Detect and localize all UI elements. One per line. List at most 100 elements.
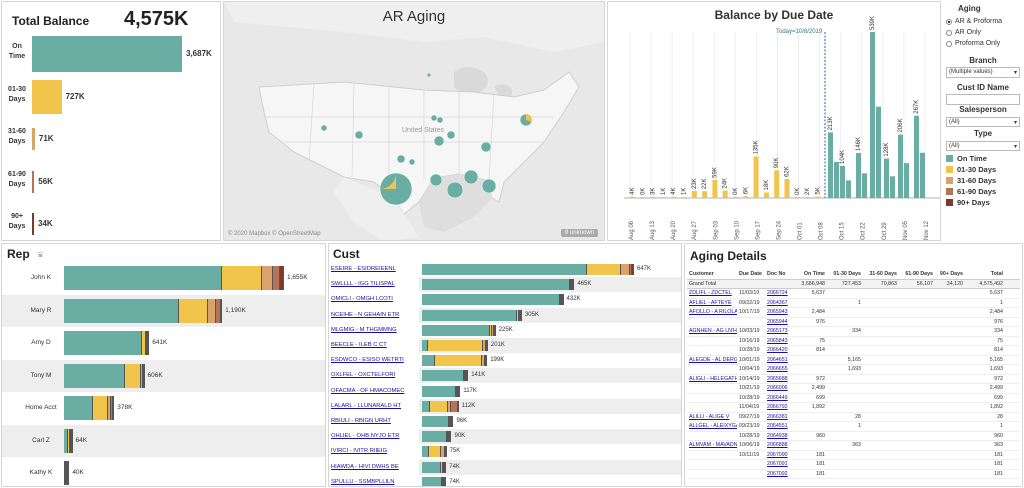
due-date-bar[interactable]	[784, 178, 790, 198]
stacked-bar[interactable]	[64, 428, 73, 453]
due-date-bar[interactable]	[733, 197, 738, 198]
due-date-bar[interactable]	[920, 152, 925, 198]
branch-dropdown[interactable]: (Multiple values) ▾	[946, 67, 1020, 78]
map-pie[interactable]	[463, 169, 479, 185]
stacked-bar[interactable]	[422, 476, 447, 486]
legend-item[interactable]: 61-90 Days	[946, 186, 996, 197]
table-cell[interactable]: ALEGDE - AL DERGAES	[689, 356, 737, 363]
map-pie[interactable]	[408, 158, 416, 166]
due-date-bar[interactable]	[722, 190, 728, 198]
due-date-bar[interactable]	[753, 156, 759, 198]
stacked-bar[interactable]	[422, 309, 522, 321]
legend-item[interactable]: On Time	[946, 153, 996, 164]
stacked-bar[interactable]	[422, 355, 488, 367]
stacked-bar[interactable]	[422, 370, 469, 382]
map-pie[interactable]	[481, 178, 497, 194]
cust-name-link[interactable]: SPULLU - SSMBPLLILN	[331, 478, 395, 485]
stacked-bar[interactable]	[422, 324, 496, 336]
table-cell[interactable]: 2067091	[767, 461, 788, 468]
stacked-bar[interactable]	[64, 331, 150, 355]
map-pie[interactable]	[436, 116, 444, 124]
type-dropdown[interactable]: (All) ▾	[946, 141, 1020, 151]
stacked-bar[interactable]	[422, 461, 447, 473]
due-date-bar[interactable]	[846, 180, 851, 198]
legend-item[interactable]: 31-60 Days	[946, 175, 996, 186]
stacked-bar[interactable]	[422, 385, 461, 397]
total-balance-bar[interactable]	[32, 213, 34, 235]
cust-id-input[interactable]	[946, 94, 1020, 105]
map-pie[interactable]	[446, 130, 456, 140]
cust-name-link[interactable]: BEECLE - ILEB C CT	[331, 342, 387, 348]
map-pie[interactable]	[320, 124, 328, 132]
map-pie[interactable]	[396, 154, 406, 164]
due-date-bar[interactable]	[876, 106, 881, 198]
map-svg[interactable]: United States	[224, 2, 605, 241]
stacked-bar[interactable]	[64, 396, 115, 420]
cust-name-link[interactable]: MLGMIG - M THGMMNG	[331, 326, 397, 333]
radio-button[interactable]	[946, 40, 952, 47]
cust-name-link[interactable]: ESDWCO - ESISO WETRTI	[331, 357, 404, 364]
stacked-bar[interactable]	[422, 294, 564, 306]
due-date-bar[interactable]	[805, 197, 811, 198]
aging-details-table[interactable]: Customer Due Date Doc No On Time 01-30 Days 3…	[687, 269, 1020, 479]
legend-item[interactable]: 90+ Days	[946, 197, 996, 208]
salesperson-dropdown[interactable]: (All) ▾	[946, 117, 1020, 127]
table-cell[interactable]: 2066420	[767, 347, 788, 354]
stacked-bar[interactable]	[422, 264, 634, 275]
stacked-bar[interactable]	[422, 416, 454, 427]
due-date-bar[interactable]	[763, 192, 769, 198]
stacked-bar[interactable]	[422, 446, 447, 458]
table-cell[interactable]: 2064651	[767, 356, 788, 363]
table-cell[interactable]: ZDLIFL - ZDCTEL	[689, 290, 732, 297]
table-cell[interactable]: 2065944	[767, 318, 788, 325]
legend-item[interactable]: 01-30 Days	[946, 164, 996, 175]
aging-radio-option[interactable]: Proforma Only	[946, 38, 1002, 49]
due-date-bar[interactable]	[828, 132, 833, 198]
cust-name-link[interactable]: HIAWDA - HIVI DWHS BE	[331, 463, 399, 470]
table-cell[interactable]: 2066006	[767, 385, 788, 392]
table-cell[interactable]: 2066449	[767, 394, 788, 401]
due-date-bar[interactable]	[650, 197, 656, 198]
cust-name-link[interactable]: OHLIEL - OHB NYJO ETR	[331, 433, 400, 440]
due-date-bar[interactable]	[840, 165, 845, 198]
table-cell[interactable]: 2066888	[767, 442, 788, 449]
due-date-bar[interactable]	[914, 115, 919, 198]
table-cell[interactable]: ALMVAM - MAVADNAMLDX	[689, 442, 737, 449]
due-date-bar[interactable]	[862, 173, 867, 198]
cust-name-link[interactable]: NCEIHE - N GEHAIN ETR	[331, 311, 400, 318]
table-cell[interactable]: 2066724	[767, 290, 788, 297]
table-cell[interactable]: 2065843	[767, 337, 788, 344]
stacked-bar[interactable]	[422, 279, 575, 291]
table-cell[interactable]: 2067090	[767, 451, 788, 458]
due-date-bar[interactable]	[660, 197, 666, 198]
due-date-bar[interactable]	[702, 191, 708, 198]
stacked-bar[interactable]	[422, 340, 488, 351]
map-pie-slice[interactable]	[380, 173, 396, 189]
stacked-bar[interactable]	[422, 400, 459, 412]
cust-name-link[interactable]: RBIULI - RBIGN URHT	[331, 418, 391, 424]
due-date-bar[interactable]	[640, 197, 646, 198]
table-cell[interactable]: AFLIEL - AFTEYE	[689, 299, 732, 306]
due-date-chart[interactable]: Aug 06 Aug 13 Aug 20 Aug 27 Sep 03 Sep 10 Sep …	[608, 2, 941, 241]
due-date-bar[interactable]	[815, 196, 821, 198]
table-cell[interactable]: 2067092	[767, 470, 788, 477]
table-cell[interactable]: ALILLI - ALIGE V	[689, 413, 730, 420]
due-date-bar[interactable]	[898, 134, 903, 198]
aging-radio-option[interactable]: AR & Proforma	[946, 16, 1002, 27]
due-date-bar[interactable]	[630, 196, 635, 198]
table-cell[interactable]: 2065943	[767, 309, 788, 316]
cust-name-link[interactable]: ESEIRE - ESIDREIEENL	[331, 266, 396, 272]
map-pie[interactable]	[430, 114, 438, 122]
cust-name-link[interactable]: LALARL - LLUNARALD HT	[331, 402, 402, 409]
table-cell[interactable]: 2066655	[767, 366, 788, 373]
table-cell[interactable]: ALLGEL - ALEIXYGAECC	[689, 423, 737, 430]
due-date-bar[interactable]	[743, 196, 749, 198]
total-balance-bar[interactable]	[32, 36, 182, 72]
total-balance-bar[interactable]	[32, 79, 62, 114]
stacked-bar[interactable]	[64, 298, 223, 323]
due-date-bar[interactable]	[890, 176, 895, 198]
map-pie[interactable]	[446, 181, 464, 199]
due-date-bar[interactable]	[671, 196, 677, 198]
due-date-bar[interactable]	[712, 179, 718, 198]
ar-aging-map-panel[interactable]: AR Aging United States © 2020 Mapbox © O…	[223, 1, 605, 241]
